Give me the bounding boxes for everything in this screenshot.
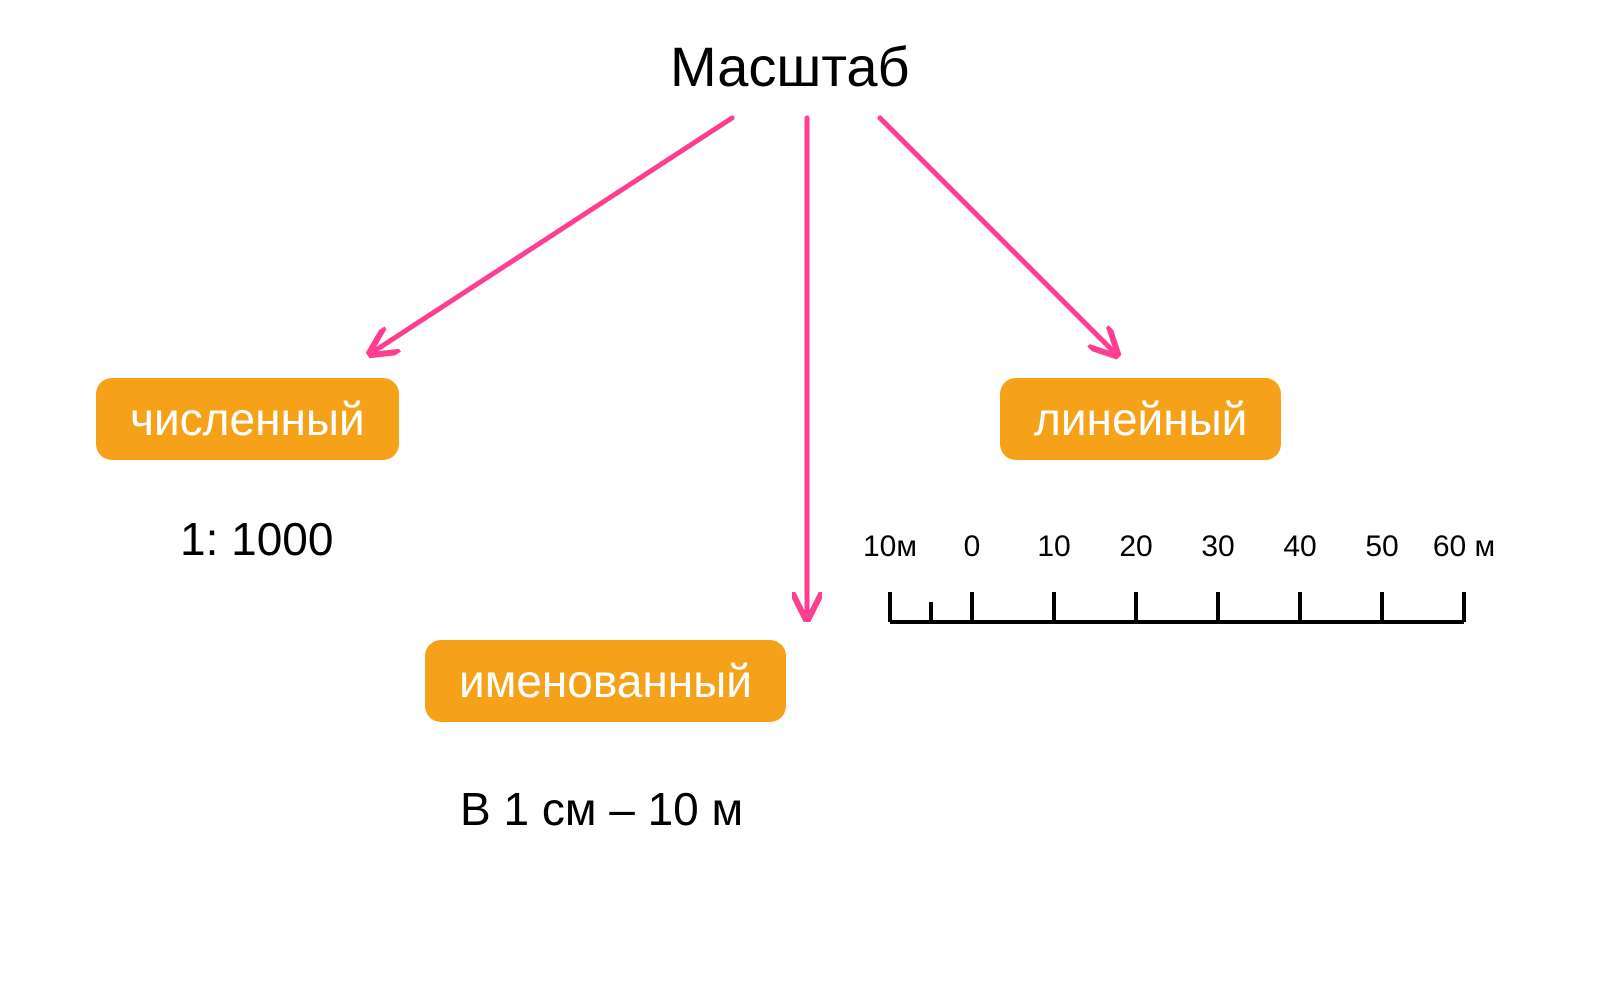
scalebar-label: 40 — [1283, 530, 1316, 564]
branch-named-example: В 1 см – 10 м — [460, 782, 743, 836]
scalebar-label: 60 м — [1433, 530, 1495, 564]
scalebar-label: 20 — [1119, 530, 1152, 564]
arrows-layer — [0, 0, 1612, 994]
scalebar-label: 10 — [1037, 530, 1070, 564]
scalebar-label: 10м — [863, 530, 917, 564]
scalebar-label: 0 — [964, 530, 981, 564]
arrow-left — [376, 118, 732, 350]
diagram-title: Масштаб — [670, 34, 910, 99]
scalebar-label: 50 — [1365, 530, 1398, 564]
linear-scalebar — [0, 0, 1612, 994]
scalebar-label: 30 — [1201, 530, 1234, 564]
branch-numeric-pill: численный — [96, 378, 399, 460]
branch-linear-pill: линейный — [1000, 378, 1281, 460]
arrow-right — [880, 118, 1112, 350]
branch-named-pill: именованный — [425, 640, 786, 722]
branch-numeric-example: 1: 1000 — [180, 512, 333, 566]
